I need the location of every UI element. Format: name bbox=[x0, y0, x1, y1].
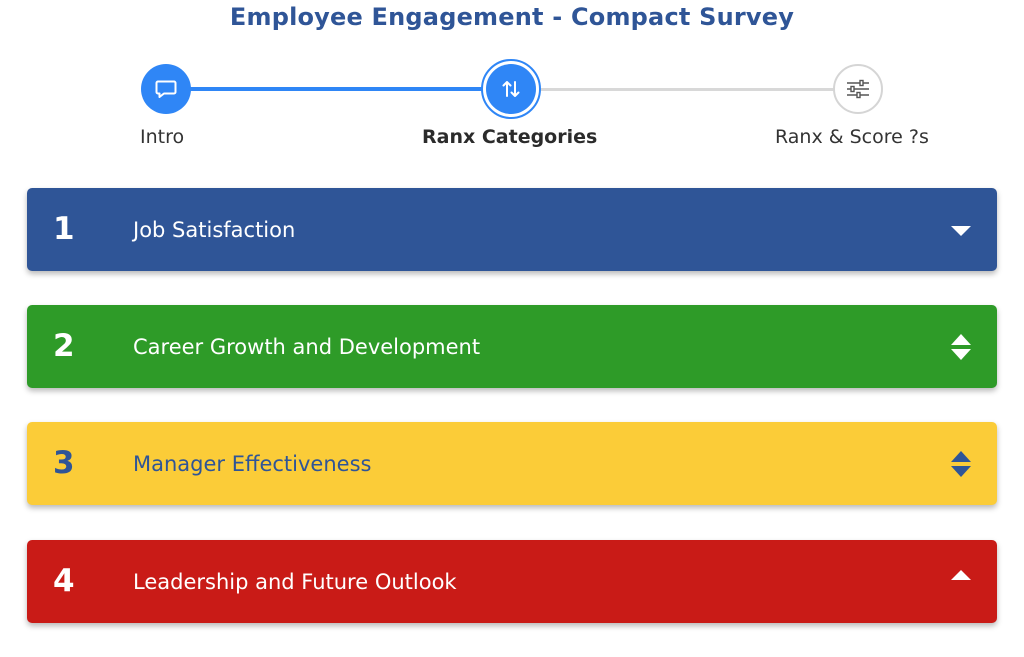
stepper-progress-line-completed bbox=[166, 87, 511, 91]
move-down-icon bbox=[951, 226, 971, 236]
move-up-icon bbox=[951, 570, 971, 580]
category-row-leadership[interactable]: 4 Leadership and Future Outlook bbox=[27, 540, 997, 623]
category-label: Leadership and Future Outlook bbox=[133, 570, 457, 594]
category-rank: 4 bbox=[53, 563, 75, 599]
category-row-career-growth[interactable]: 2 Career Growth and Development bbox=[27, 305, 997, 388]
move-up-down-button[interactable] bbox=[949, 331, 973, 363]
step-intro-button[interactable] bbox=[141, 64, 191, 114]
speech-bubble-icon bbox=[155, 80, 177, 98]
step-label-ranx-score: Ranx & Score ?s bbox=[775, 126, 929, 148]
move-down-button[interactable] bbox=[949, 214, 973, 246]
move-up-button[interactable] bbox=[949, 560, 973, 592]
step-ranx-categories-button[interactable] bbox=[486, 64, 536, 114]
sliders-icon bbox=[847, 79, 869, 99]
move-up-down-icon bbox=[951, 451, 971, 477]
move-up-down-button[interactable] bbox=[949, 448, 973, 480]
sort-arrows-icon bbox=[502, 81, 520, 97]
category-label: Manager Effectiveness bbox=[133, 452, 372, 476]
move-up-down-icon bbox=[951, 334, 971, 360]
page-title: Employee Engagement - Compact Survey bbox=[229, 3, 795, 31]
step-ranx-score-button[interactable] bbox=[833, 64, 883, 114]
category-rank: 3 bbox=[53, 445, 75, 481]
category-rank: 2 bbox=[53, 328, 75, 364]
step-label-intro: Intro bbox=[140, 126, 185, 148]
category-rank: 1 bbox=[53, 211, 75, 247]
stepper-progress-line-pending bbox=[511, 88, 858, 91]
step-label-ranx-categories: Ranx Categories bbox=[422, 126, 598, 148]
category-label: Career Growth and Development bbox=[133, 335, 481, 359]
category-row-manager-effectiveness[interactable]: 3 Manager Effectiveness bbox=[27, 422, 997, 505]
category-row-job-satisfaction[interactable]: 1 Job Satisfaction bbox=[27, 188, 997, 271]
category-label: Job Satisfaction bbox=[133, 218, 296, 242]
